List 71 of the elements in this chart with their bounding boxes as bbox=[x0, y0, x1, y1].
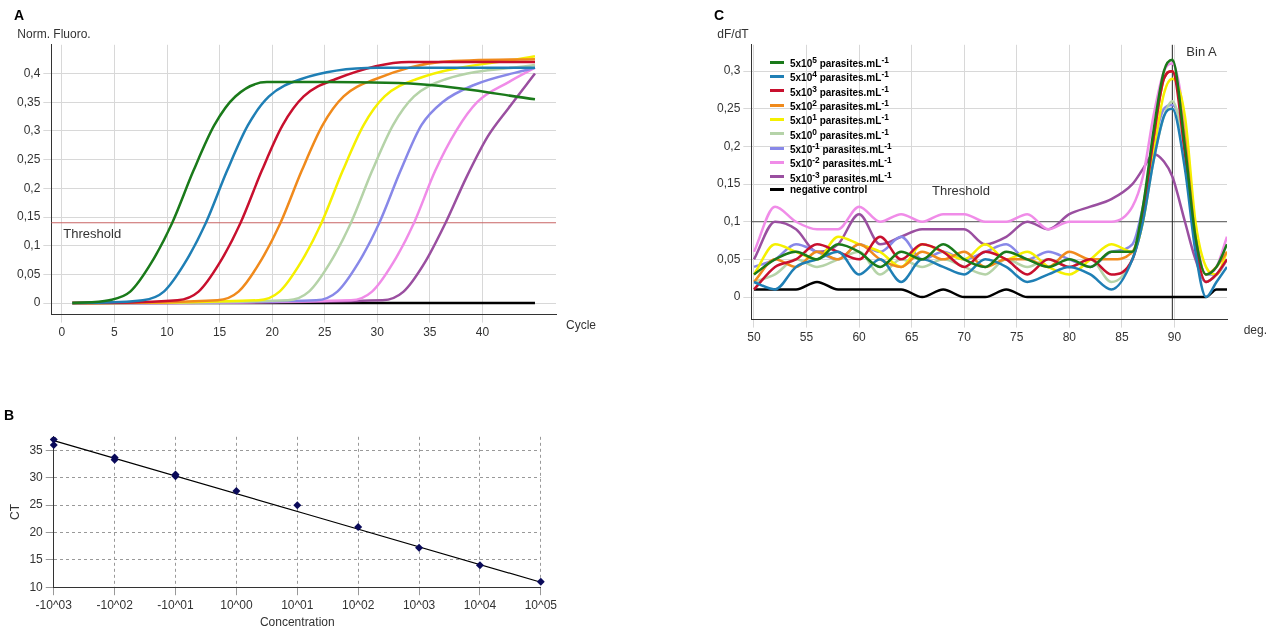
y-tick-label: 0,4 bbox=[23, 65, 41, 80]
ref-line-label: Threshold bbox=[932, 182, 990, 198]
y-tick-label: 0,25 bbox=[17, 151, 41, 166]
y-tick-label: 0,1 bbox=[723, 214, 741, 229]
ref-line-label: Threshold bbox=[63, 225, 122, 241]
chart-title: B bbox=[4, 407, 15, 424]
x-tick-label: 55 bbox=[799, 330, 814, 345]
x-tick-label: 0 bbox=[58, 325, 66, 340]
y-axis-title: Norm. Fluoro. bbox=[17, 27, 91, 42]
y-tick-label: 0 bbox=[733, 289, 741, 304]
x-tick-label: 10^01 bbox=[281, 597, 314, 612]
x-tick-label: 90 bbox=[1167, 330, 1182, 345]
ref-line-label: Bin A bbox=[1186, 43, 1218, 59]
x-tick-label: 15 bbox=[212, 325, 227, 340]
y-tick-label: 0,15 bbox=[717, 176, 741, 191]
chart-title: A bbox=[14, 7, 25, 24]
y-axis-title: CT bbox=[7, 503, 22, 520]
y-tick-label: 0,3 bbox=[23, 123, 41, 138]
x-tick-label: 10^02 bbox=[342, 597, 375, 612]
x-tick-label: 10^05 bbox=[524, 597, 558, 612]
legend-label: 5x10$^{4}$ parasites.mL$^{-1}$ bbox=[790, 69, 889, 84]
legend-label: 5x10$^{-1}$ parasites.mL$^{-1}$ bbox=[790, 140, 892, 156]
x-tick-label: 10^00 bbox=[220, 597, 253, 612]
legend-label: negative control bbox=[790, 183, 868, 195]
y-tick-label: 15 bbox=[29, 552, 44, 567]
x-tick-label: 10^04 bbox=[463, 597, 497, 612]
x-tick-label: 20 bbox=[265, 325, 280, 340]
x-tick-label: 80 bbox=[1062, 330, 1077, 345]
x-axis-title: deg. bbox=[1243, 322, 1267, 337]
y-tick-label: 25 bbox=[29, 497, 44, 512]
y-tick-label: 0,25 bbox=[717, 101, 741, 116]
x-tick-label: 75 bbox=[1010, 330, 1024, 345]
x-tick-label: 10 bbox=[160, 325, 174, 340]
x-axis-title: Cycle bbox=[565, 317, 597, 332]
x-axis-title: Concentration bbox=[259, 615, 335, 630]
legend-label: 5x10$^{-3}$ parasites.mL$^{-1}$ bbox=[790, 169, 892, 184]
x-tick-label: -10^01 bbox=[157, 597, 194, 612]
x-tick-label: 85 bbox=[1115, 330, 1129, 345]
y-tick-label: 35 bbox=[29, 442, 44, 457]
x-tick-label: 35 bbox=[423, 325, 437, 340]
x-tick-label: 40 bbox=[475, 325, 490, 340]
legend-label: 5x10$^{2}$ parasites.mL$^{-1}$ bbox=[790, 98, 889, 113]
x-tick-label: 30 bbox=[370, 325, 385, 340]
x-tick-label: 65 bbox=[904, 330, 919, 345]
y-tick-label: 10 bbox=[29, 579, 44, 594]
x-tick-label: 50 bbox=[747, 330, 761, 345]
chart-title: C bbox=[714, 7, 725, 24]
y-tick-label: 30 bbox=[29, 470, 44, 485]
y-tick-label: 0,15 bbox=[17, 209, 41, 224]
x-tick-label: -10^02 bbox=[96, 597, 134, 612]
x-tick-label: 25 bbox=[318, 325, 332, 340]
legend-label: 5x10$^{5}$ parasites.mL$^{-1}$ bbox=[790, 55, 889, 70]
legend-label: 5x10$^{3}$ parasites.mL$^{-1}$ bbox=[790, 83, 889, 98]
legend-label: 5x10$^{1}$ parasites.mL$^{-1}$ bbox=[790, 112, 889, 127]
y-tick-label: 0 bbox=[33, 295, 41, 310]
y-tick-label: 0,35 bbox=[17, 94, 41, 109]
y-tick-label: 0,1 bbox=[23, 238, 41, 253]
x-tick-label: 10^03 bbox=[402, 597, 436, 612]
y-tick-label: 0,2 bbox=[23, 180, 41, 195]
x-tick-label: 5 bbox=[111, 325, 119, 340]
legend-label: 5x10$^{-2}$ parasites.mL$^{-1}$ bbox=[790, 155, 892, 170]
x-tick-label: 60 bbox=[852, 330, 867, 345]
y-tick-label: 0,05 bbox=[17, 266, 41, 281]
x-tick-label: 70 bbox=[957, 330, 972, 345]
y-tick-label: 0,3 bbox=[723, 63, 741, 78]
legend-label: 5x10$^{0}$ parasites.mL$^{-1}$ bbox=[790, 126, 889, 141]
y-axis-title: dF/dT bbox=[717, 27, 750, 42]
y-tick-label: 0,05 bbox=[717, 251, 741, 266]
x-tick-label: -10^03 bbox=[35, 597, 73, 612]
y-tick-label: 0,2 bbox=[723, 138, 741, 153]
y-tick-label: 20 bbox=[29, 524, 44, 539]
